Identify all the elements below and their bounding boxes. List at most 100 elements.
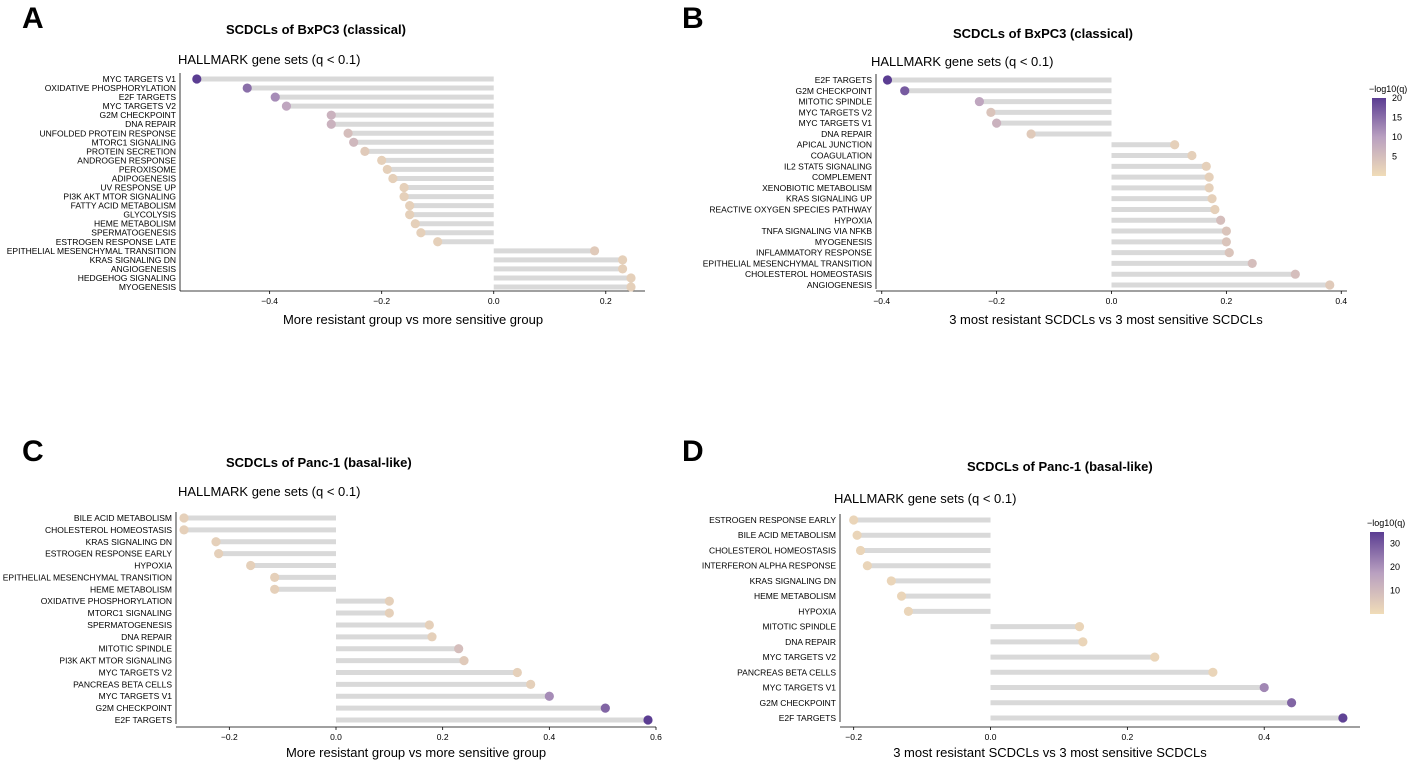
lollipop-dot — [399, 182, 409, 193]
category-label: G2M CHECKPOINT — [759, 698, 836, 708]
category-label: E2F TARGETS — [815, 75, 873, 85]
category-label: KRAS SIGNALING DN — [750, 576, 836, 586]
lollipop-dot — [270, 92, 280, 102]
panel-c-xlabel: More resistant group vs more sensitive g… — [285, 745, 547, 760]
category-label: INTERFERON ALPHA RESPONSE — [702, 561, 836, 571]
panel-b-title: SCDCLs of BxPC3 (classical) — [953, 26, 1133, 41]
lollipop-dot — [270, 572, 280, 583]
panel-c: C SCDCLs of Panc-1 (basal-like) HALLMARK… — [0, 381, 700, 763]
category-label: HEDGEHOG SIGNALING — [78, 273, 176, 283]
category-label: PI3K AKT MTOR SIGNALING — [59, 656, 172, 666]
category-label: SPERMATOGENESIS — [87, 620, 172, 630]
category-label: EPITHELIAL MESENCHYMAL TRANSITION — [7, 246, 176, 256]
lollipop-dot — [1026, 129, 1036, 139]
panel-a-letter: A — [22, 2, 44, 35]
lollipop-dot — [1187, 150, 1197, 161]
lollipop-dot — [1286, 698, 1297, 708]
lollipop-dot — [1074, 622, 1085, 632]
lollipop-dot — [1204, 172, 1214, 182]
panel-d-title: SCDCLs of Panc-1 (basal-like) — [967, 459, 1153, 474]
legend-colorbar — [1372, 98, 1386, 176]
category-label: SPERMATOGENESIS — [91, 228, 176, 238]
x-tick-label: 0.4 — [543, 732, 555, 742]
lollipop-dot — [643, 715, 653, 725]
panel-a-title: SCDCLs of BxPC3 (classical) — [226, 22, 406, 37]
category-label: HYPOXIA — [834, 215, 872, 225]
lollipop-dot — [179, 525, 189, 535]
lollipop-dot — [886, 576, 896, 586]
lollipop-dot — [855, 545, 866, 556]
panel-d: D SCDCLs of Panc-1 (basal-like) HALLMARK… — [682, 381, 1414, 763]
category-label: MTORC1 SIGNALING — [88, 608, 172, 618]
legend-tick-label: 20 — [1392, 93, 1402, 103]
category-label: DNA REPAIR — [821, 129, 872, 139]
lollipop-dot — [246, 560, 256, 571]
x-tick-label: 0.6 — [650, 732, 662, 742]
lollipop-dot — [424, 620, 434, 630]
panel-d-plot: −0.2 0.0 0.2 0.4 ESTROGEN RESPONSE EARLY BILE… — [702, 514, 1405, 742]
lollipop-dot — [617, 255, 628, 265]
x-tick-label: −0.2 — [373, 296, 390, 306]
legend-title: −log10(q) — [1369, 84, 1407, 94]
lollipop-dot — [1208, 667, 1218, 677]
category-label: INFLAMMATORY RESPONSE — [756, 248, 872, 258]
category-label: E2F TARGETS — [119, 92, 177, 102]
lollipop-dot — [270, 584, 280, 594]
category-label: MYC TARGETS V1 — [763, 683, 837, 693]
lollipop-dot — [1150, 652, 1160, 662]
lollipop-dot — [600, 703, 610, 713]
lollipop-dot — [377, 155, 387, 165]
lollipop-dot — [849, 515, 859, 525]
lollipop-dot — [992, 118, 1002, 128]
lollipop-dot — [526, 679, 536, 689]
lollipop-dot — [617, 264, 628, 274]
lollipop-dot — [544, 691, 554, 701]
lollipop-dot — [896, 591, 907, 601]
panel-d-subtitle: HALLMARK gene sets (q < 0.1) — [834, 491, 1017, 506]
x-tick-label: 0.2 — [1220, 296, 1232, 306]
lollipop-dot — [360, 146, 370, 156]
category-label: MYC TARGETS V1 — [99, 691, 173, 701]
lollipop-dot — [382, 164, 392, 175]
lollipop-dot — [852, 530, 862, 540]
category-label: XENOBIOTIC METABOLISM — [762, 183, 872, 193]
category-label: E2F TARGETS — [115, 715, 173, 725]
legend-tick-label: 10 — [1392, 132, 1402, 142]
category-label: PI3K AKT MTOR SIGNALING — [63, 192, 176, 202]
lollipop-dot — [459, 655, 469, 666]
x-tick-label: 0.2 — [437, 732, 449, 742]
category-label: GLYCOLYSIS — [123, 210, 176, 220]
category-label: MITOTIC SPINDLE — [798, 97, 872, 107]
lollipop-dot — [626, 282, 636, 292]
x-tick-label: 0.0 — [1106, 296, 1118, 306]
x-tick-label: 0.4 — [1258, 732, 1270, 742]
category-label: DNA REPAIR — [785, 637, 836, 647]
lollipop-dot — [1259, 682, 1269, 693]
panel-b-subtitle: HALLMARK gene sets (q < 0.1) — [871, 54, 1054, 69]
category-label: MYC TARGETS V1 — [799, 118, 873, 128]
lollipop-dot — [1338, 713, 1348, 723]
category-label: PEROXISOME — [119, 164, 176, 174]
category-label: MITOTIC SPINDLE — [762, 622, 836, 632]
category-label: TNFA SIGNALING VIA NFKB — [761, 226, 872, 236]
category-label: DNA REPAIR — [125, 119, 176, 129]
lollipop-dot — [589, 246, 600, 256]
category-label: COMPLEMENT — [812, 172, 872, 182]
category-label: ESTROGEN RESPONSE EARLY — [45, 549, 172, 559]
category-label: PANCREAS BETA CELLS — [73, 679, 172, 689]
category-label: HEME METABOLISM — [94, 219, 176, 229]
lollipop-dot — [1204, 183, 1214, 193]
legend-colorbar — [1370, 532, 1384, 614]
category-label: REACTIVE OXYGEN SPECIES PATHWAY — [709, 204, 872, 214]
legend-tick-label: 30 — [1390, 539, 1400, 549]
lollipop-dot — [882, 75, 893, 85]
lollipop-dot — [1224, 248, 1234, 258]
category-label: MTORC1 SIGNALING — [92, 137, 176, 147]
lollipop-dot — [384, 596, 394, 606]
category-label: G2M CHECKPOINT — [795, 86, 872, 96]
lollipop-dot — [1216, 215, 1226, 225]
legend-tick-label: 20 — [1390, 562, 1400, 572]
lollipop-dot — [903, 606, 914, 616]
